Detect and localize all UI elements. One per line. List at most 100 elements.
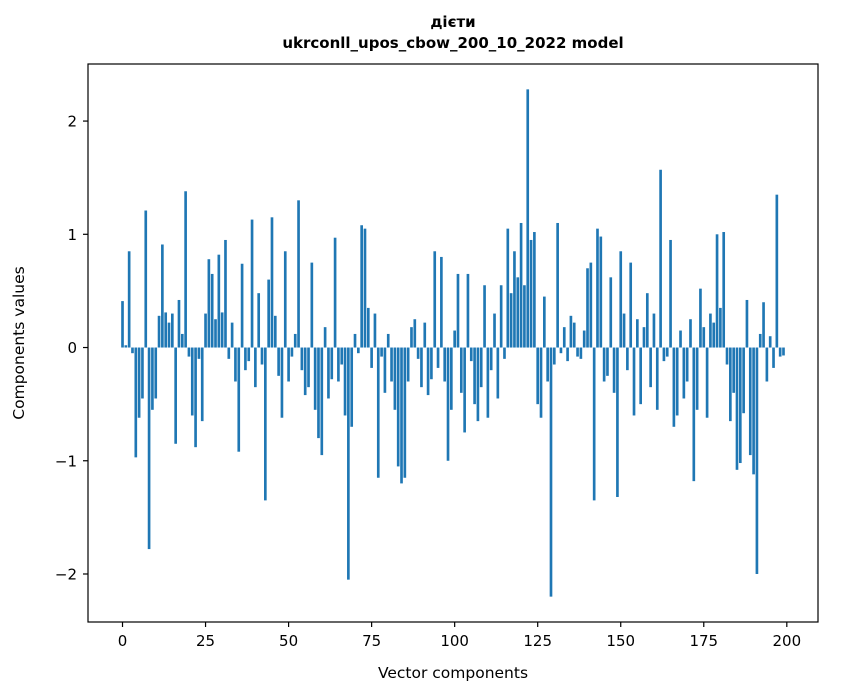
bar — [440, 256, 443, 348]
bar — [699, 288, 702, 348]
bar — [566, 347, 569, 362]
bar — [270, 217, 274, 348]
bar — [360, 225, 363, 348]
bar — [317, 347, 320, 439]
bar — [735, 347, 739, 470]
bar — [486, 347, 490, 418]
bar — [476, 347, 480, 422]
bar — [675, 347, 679, 416]
bar — [124, 345, 128, 348]
bar — [679, 330, 682, 348]
bar — [393, 347, 397, 410]
bar — [645, 293, 649, 348]
bar — [343, 347, 347, 416]
bar — [582, 330, 586, 348]
bar — [768, 336, 772, 348]
bar — [167, 322, 171, 348]
bar — [390, 347, 393, 382]
bar — [526, 89, 530, 348]
bar — [692, 347, 696, 482]
bar — [606, 347, 609, 376]
bar — [164, 312, 168, 348]
x-tick-label: 175 — [689, 632, 718, 650]
bar — [762, 302, 765, 348]
chart-title: дієти — [430, 13, 475, 31]
bar — [307, 347, 310, 388]
bar — [420, 347, 423, 388]
bar — [529, 239, 533, 348]
bar — [636, 319, 639, 348]
bar — [147, 347, 151, 550]
bar — [725, 347, 729, 365]
bar — [264, 347, 267, 501]
x-tick-label: 50 — [279, 632, 298, 650]
bar — [549, 347, 553, 597]
bar — [602, 347, 606, 382]
bar — [171, 313, 174, 348]
bar — [473, 347, 476, 405]
bar — [446, 347, 450, 461]
bar — [659, 169, 662, 348]
bar — [672, 347, 676, 427]
bar — [380, 347, 383, 357]
bar — [612, 347, 616, 393]
bar — [207, 259, 211, 348]
bar — [778, 347, 782, 357]
bar — [665, 347, 669, 357]
bar — [267, 279, 270, 348]
bar — [224, 239, 227, 348]
bar — [250, 219, 254, 348]
bar — [552, 347, 556, 365]
bar — [234, 347, 237, 382]
bar — [376, 347, 380, 478]
bar — [297, 200, 300, 348]
bar — [742, 347, 745, 414]
bar — [210, 273, 214, 348]
plot-area: 0 25 50 75 100 125 150 175 200 −2 −1 0 1 2 — [55, 63, 819, 650]
bar — [669, 239, 672, 348]
bar — [230, 322, 234, 348]
bar — [513, 251, 516, 348]
bar — [682, 347, 686, 399]
axes-spines — [87, 63, 819, 623]
bar — [748, 347, 752, 456]
x-tick-label: 100 — [440, 632, 469, 650]
bar — [280, 347, 284, 418]
bar — [303, 347, 307, 396]
x-tick-label: 75 — [362, 632, 381, 650]
bar — [622, 313, 626, 348]
bar — [290, 347, 294, 357]
bar — [765, 347, 769, 382]
bar — [433, 251, 437, 348]
bar — [752, 347, 755, 475]
bar — [161, 244, 164, 348]
bar — [755, 347, 759, 574]
bar — [456, 273, 460, 348]
bar — [413, 319, 417, 348]
bar — [559, 347, 563, 354]
bar — [436, 347, 440, 368]
bar — [709, 313, 712, 348]
bar — [463, 347, 466, 433]
bar — [642, 327, 646, 348]
bar — [400, 347, 403, 484]
bar — [483, 285, 486, 348]
y-tick-label: 0 — [67, 339, 77, 357]
bar — [406, 347, 410, 382]
bar — [330, 347, 334, 380]
bar — [283, 251, 287, 348]
bar — [180, 333, 184, 348]
x-axis-label: Vector components — [378, 664, 528, 682]
bar — [347, 347, 350, 580]
bar — [247, 347, 251, 362]
bar — [423, 322, 427, 348]
bar — [772, 347, 775, 368]
bar — [609, 277, 613, 348]
bar — [506, 228, 510, 348]
bar — [244, 347, 247, 371]
bar — [370, 347, 373, 368]
bar — [599, 236, 603, 348]
bar — [300, 347, 304, 371]
bar — [596, 228, 599, 348]
